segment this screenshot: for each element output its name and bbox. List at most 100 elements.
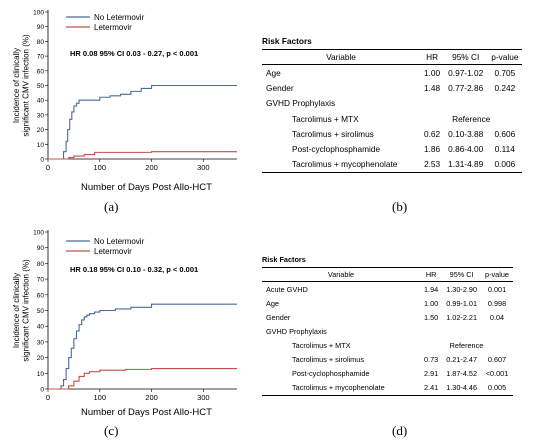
y-tick-label: 50: [37, 308, 45, 315]
table-header-cell: Variable: [262, 49, 420, 65]
panel-label-b: (b): [392, 199, 408, 214]
variable-cell: Tacrolimus + mycophenolate: [262, 380, 420, 396]
table-row: Post-cyclophosphamide 2.91 1.87-4.52 <0.001: [262, 367, 513, 381]
p-value-cell: 0.114: [494, 144, 515, 155]
hr-cell: 1.50: [424, 312, 439, 322]
hr-cell: 1.94: [424, 284, 439, 294]
ci-cell: 1.31-4.89: [444, 156, 488, 174]
ci-cell: 0.97-1.02: [448, 67, 484, 78]
p-value-cell: 0.04: [489, 312, 505, 322]
variable-cell: Tacrolimus + MTX: [292, 113, 359, 124]
variable-cell: Age: [266, 67, 281, 78]
panel-label-c: (c): [104, 423, 119, 438]
variable-cell: Tacrolimus + sirolimus: [292, 355, 364, 365]
x-axis-label: Number of Days Post Allo-HCT: [81, 407, 212, 418]
legend-label: Letermovir: [94, 247, 132, 256]
hr-cell: 1.86: [424, 144, 441, 155]
reference-cell: Reference: [452, 113, 491, 124]
p-value-cell: <0.001: [485, 369, 509, 379]
table-row: Tacrolimus + MTX Reference: [262, 111, 522, 126]
panel-label-a: (a): [104, 199, 119, 214]
ci-cell: 1.87-4.52: [446, 369, 478, 379]
y-tick-label: 30: [37, 339, 45, 346]
table-header-cell: Variable: [262, 267, 420, 282]
y-tick-label: 30: [37, 112, 45, 119]
ci-cell: 1.30-2.90: [446, 284, 478, 294]
ci-cell: 0.21-2.47: [446, 355, 478, 365]
reference-cell: Reference: [449, 340, 484, 350]
table-row: Age 1.00 0.99-1.01 0.998: [262, 296, 513, 310]
y-tick-label: 10: [37, 371, 45, 378]
table-header-cell: p-value: [487, 49, 523, 65]
ci-cell: 0.77-2.86: [448, 82, 484, 93]
variable-cell: Tacrolimus + mycophenolate: [262, 156, 420, 174]
table-b-title: Risk Factors: [262, 36, 312, 46]
table-row: Tacrolimus + sirolimus 0.62 0.10-3.88 0.606: [262, 126, 522, 141]
x-tick-label: 100: [94, 163, 107, 172]
hr-cell: 2.91: [424, 369, 439, 379]
variable-cell: Tacrolimus + MTX: [292, 340, 351, 350]
p-value-cell: 0.607: [487, 355, 507, 365]
table-row: Post-cyclophosphamide 1.86 0.86-4.00 0.114: [262, 141, 522, 156]
y-tick-label: 100: [33, 230, 44, 237]
x-tick-label: 100: [94, 393, 107, 402]
table-d: Variable HR 95% CI p-value Acute GVHD 1.94 1.3…: [262, 267, 513, 396]
table-row: Gender 1.48 0.77-2.86 0.242: [262, 80, 522, 95]
p-value-cell: [481, 324, 513, 338]
x-tick-label: 0: [46, 163, 50, 172]
y-tick-label: 90: [37, 245, 45, 252]
y-axis-label: Incidence of clinicallysignificant CMV i…: [12, 34, 31, 137]
legend-label: No Letermovir: [94, 237, 145, 246]
series-line-no-letermovir: [48, 303, 237, 390]
risk-factors-table-d: Risk Factors Variable HR 95% CI p-value Acut…: [262, 255, 548, 396]
table-header-cell: HR: [420, 49, 445, 65]
p-value-cell: 0.606: [494, 128, 516, 139]
x-tick-label: 300: [197, 393, 210, 402]
y-axis-label: Incidence of clinicallysignificant CMV i…: [12, 259, 31, 362]
table-header-cell: 95% CI: [442, 267, 482, 282]
ci-cell: 0.10-3.88: [448, 128, 484, 139]
table-header-cell: p-value: [481, 267, 513, 282]
ci-cell: [442, 324, 481, 338]
hr-cell: 1.00: [424, 298, 439, 308]
p-value-cell: 0.242: [494, 82, 516, 93]
series-line-no-letermovir: [48, 84, 237, 160]
p-value-cell: 0.006: [487, 156, 523, 174]
p-value-cell: [487, 96, 522, 111]
variable-cell: Post-cyclophosphamide: [292, 144, 381, 155]
y-tick-label: 90: [37, 24, 45, 31]
legend-label: No Letermovir: [94, 13, 145, 22]
x-axis-label: Number of Days Post Allo-HCT: [81, 182, 212, 193]
y-tick-label: 10: [37, 142, 45, 149]
table-row: Tacrolimus + sirolimus 0.73 0.21-2.47 0.607: [262, 352, 513, 366]
table-header-row: Variable HR 95% CI p-value: [262, 49, 523, 65]
panel-label-d: (d): [392, 423, 408, 438]
series-line-letermovir: [48, 151, 237, 160]
variable-cell: Acute GVHD: [266, 284, 308, 294]
hr-cell: 1.00: [424, 67, 441, 78]
hr-cell: 0.62: [424, 128, 441, 139]
table-row: GVHD Prophylaxis: [262, 96, 522, 111]
ci-cell: 1.30-4.46: [442, 380, 482, 396]
table-row: Tacrolimus + mycophenolate 2.53 1.31-4.89 0…: [262, 156, 523, 174]
variable-cell: Age: [266, 298, 279, 308]
p-value-cell: 0.001: [487, 284, 507, 294]
table-row: Age 1.00 0.97-1.02 0.705: [262, 65, 522, 81]
variable-cell: Gender: [266, 82, 294, 93]
variable-cell: Post-cyclophosphamide: [292, 369, 370, 379]
table-header-cell: HR: [420, 267, 443, 282]
risk-factors-table-b: Risk Factors Variable HR 95% CI p-value Age 1…: [262, 36, 548, 174]
y-tick-label: 70: [37, 54, 45, 61]
table-header-row: Variable HR 95% CI p-value: [262, 267, 513, 282]
y-tick-label: 60: [37, 292, 45, 299]
y-tick-label: 100: [33, 10, 44, 17]
ci-cell: 1.02-2.21: [446, 312, 478, 322]
hr-cell: 2.41: [420, 380, 443, 396]
hazard-ratio-annotation: HR 0.08 95% CI 0.03 - 0.27, p < 0.001: [70, 49, 198, 58]
hr-cell: 0.73: [424, 355, 439, 365]
y-tick-label: 20: [37, 127, 45, 134]
p-value-cell: 0.705: [494, 67, 516, 78]
x-tick-label: 200: [145, 393, 158, 402]
variable-cell: GVHD Prophylaxis: [266, 98, 336, 109]
